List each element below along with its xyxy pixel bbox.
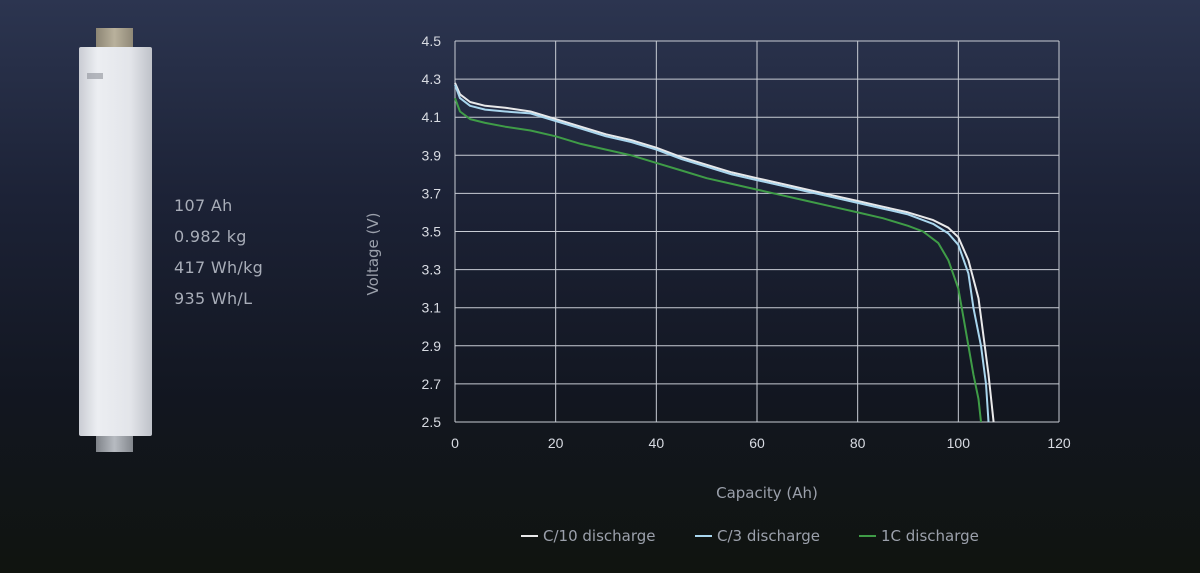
- series-line: [454, 84, 990, 423]
- x-axis-label: Capacity (Ah): [716, 484, 818, 502]
- y-tick-labels: 4.5 4.3 4.1 3.9 3.7 3.5 3.3 3.1 2.9 2.7 2.5: [422, 33, 442, 430]
- legend-label: 1C discharge: [881, 527, 979, 545]
- x-tick-label: 80: [850, 435, 866, 451]
- y-tick-label: 3.9: [422, 147, 442, 163]
- y-tick-label: 4.3: [422, 71, 442, 87]
- chart-legend: C/10 discharge C/3 discharge 1C discharge: [521, 527, 979, 545]
- y-tick-label: 3.7: [422, 185, 442, 201]
- y-tick-label: 2.7: [422, 376, 442, 392]
- x-tick-label: 60: [749, 435, 765, 451]
- x-tick-label: 40: [649, 435, 665, 451]
- cell-specs: 107 Ah 0.982 kg 417 Wh/kg 935 Wh/L: [174, 196, 263, 320]
- x-tick-label: 20: [548, 435, 564, 451]
- spec-mass: 0.982 kg: [174, 227, 247, 246]
- legend-label: C/10 discharge: [543, 527, 656, 545]
- cell-bottom-tab: [96, 436, 133, 452]
- battery-cell-image: [79, 47, 152, 436]
- x-tick-labels: 0 20 40 60 80 100 120: [451, 435, 1071, 451]
- series-line: [454, 82, 995, 423]
- series-lines: [454, 82, 995, 423]
- chart-grid: [454, 40, 1060, 423]
- y-tick-label: 3.1: [422, 300, 442, 316]
- x-tick-label: 0: [451, 435, 459, 451]
- y-tick-label: 4.1: [422, 109, 442, 125]
- x-tick-label: 120: [1047, 435, 1071, 451]
- spec-capacity: 107 Ah: [174, 196, 233, 215]
- spec-gravimetric-energy: 417 Wh/kg: [174, 258, 264, 277]
- cell-label-mark: [87, 73, 103, 79]
- y-tick-label: 4.5: [422, 33, 442, 49]
- y-tick-label: 2.5: [422, 414, 442, 430]
- x-tick-label: 100: [947, 435, 971, 451]
- y-tick-label: 3.3: [422, 262, 442, 278]
- spec-volumetric-energy: 935 Wh/L: [174, 289, 253, 308]
- y-tick-label: 3.5: [422, 224, 442, 240]
- series-line: [454, 97, 982, 423]
- legend-label: C/3 discharge: [717, 527, 820, 545]
- y-axis-label: Voltage (V): [364, 213, 382, 296]
- cell-top-tab: [96, 28, 133, 48]
- y-tick-label: 2.9: [422, 338, 442, 354]
